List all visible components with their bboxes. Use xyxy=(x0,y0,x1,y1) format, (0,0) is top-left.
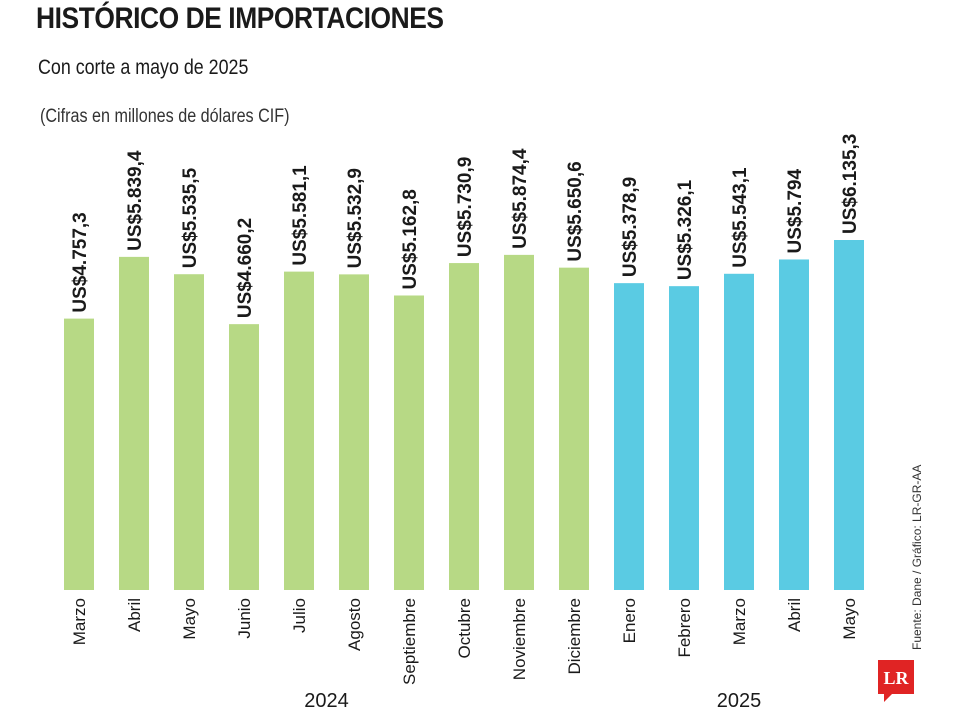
bar-value-label: US$5.326,1 xyxy=(675,179,696,280)
bar-value-label: US$5.162,8 xyxy=(400,189,421,289)
chart-subtitle: Con corte a mayo de 2025 xyxy=(38,56,249,79)
category-label: Mayo xyxy=(840,598,859,640)
category-label: Noviembre xyxy=(510,598,529,680)
bar xyxy=(229,324,259,590)
category-label: Febrero xyxy=(675,598,694,658)
units-note: (Cifras en millones de dólares CIF) xyxy=(40,106,290,127)
lr-logo: LR xyxy=(878,660,914,702)
bar xyxy=(834,240,864,590)
chart-title: HISTÓRICO DE IMPORTACIONES xyxy=(36,2,444,35)
logo-text: LR xyxy=(883,668,909,688)
category-label: Marzo xyxy=(730,598,749,645)
year-label: 2025 xyxy=(717,690,762,712)
bar-value-label: US$5.730,9 xyxy=(455,157,476,257)
bar xyxy=(614,283,644,590)
bar-value-label: US$5.535,5 xyxy=(180,167,201,268)
category-label: Agosto xyxy=(345,598,364,651)
bar xyxy=(174,274,204,590)
category-label: Julio xyxy=(290,598,309,633)
bar-value-label: US$5.532,9 xyxy=(345,168,366,268)
bar-value-label: US$5.794 xyxy=(785,169,806,254)
bar-value-label: US$6.135,3 xyxy=(840,134,861,234)
bar-value-label: US$5.874,4 xyxy=(510,148,531,249)
category-label: Abril xyxy=(785,598,804,632)
category-label: Mayo xyxy=(180,598,199,640)
category-label: Septiembre xyxy=(400,598,419,685)
category-label: Junio xyxy=(235,598,254,639)
bar xyxy=(64,318,94,590)
bar xyxy=(724,273,754,590)
category-label: Enero xyxy=(620,598,639,643)
logo-shape xyxy=(878,660,914,702)
bar xyxy=(779,259,809,590)
bar-value-label: US$5.581,1 xyxy=(290,165,311,266)
bar-value-label: US$5.650,6 xyxy=(565,161,586,261)
bar-value-label: US$5.543,1 xyxy=(730,167,751,268)
bar xyxy=(284,271,314,590)
bar xyxy=(339,274,369,590)
bar-value-label: US$4.757,3 xyxy=(70,212,91,312)
bar xyxy=(449,263,479,590)
category-label: Marzo xyxy=(70,598,89,645)
bar xyxy=(669,286,699,590)
bar-value-label: US$4.660,2 xyxy=(235,218,256,318)
source-note: Fuente: Dane / Gráfico: LR-GR-AA xyxy=(910,464,924,650)
year-label: 2024 xyxy=(304,690,349,712)
bar-value-label: US$5.839,4 xyxy=(125,150,146,251)
bar xyxy=(504,254,534,590)
category-label: Octubre xyxy=(455,598,474,658)
category-label: Diciembre xyxy=(565,598,584,675)
bar-value-label: US$5.378,9 xyxy=(620,177,641,277)
bar xyxy=(559,267,589,590)
category-label: Abril xyxy=(125,598,144,632)
bar xyxy=(119,256,149,590)
bar xyxy=(394,295,424,590)
